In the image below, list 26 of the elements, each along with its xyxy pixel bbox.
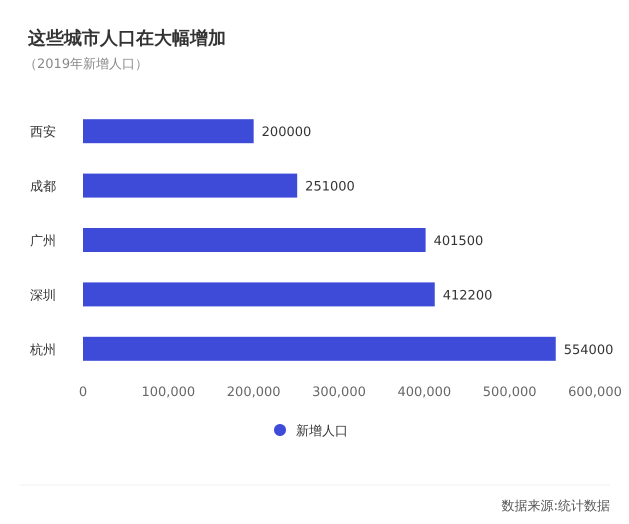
data-label: 251000 xyxy=(305,180,355,195)
x-tick-label: 0 xyxy=(78,385,88,400)
y-tick-label: 广州 xyxy=(30,234,56,249)
data-label: 200000 xyxy=(262,125,312,140)
x-tick-label: 600,000 xyxy=(568,385,622,400)
y-tick-label: 西安 xyxy=(30,124,56,140)
bar xyxy=(83,336,556,361)
source-note: 数据来源:统计数据 xyxy=(502,499,610,514)
x-tick-label: 200,000 xyxy=(226,385,281,400)
chart-subtitle: （2019年新增人口） xyxy=(24,57,148,72)
x-tick-label: 300,000 xyxy=(312,385,366,400)
data-label: 412200 xyxy=(442,288,492,304)
y-tick-label: 成都 xyxy=(30,180,56,195)
bar xyxy=(83,282,435,306)
bar xyxy=(83,119,254,144)
legend-label: 新增人口 xyxy=(296,424,348,439)
y-tick-label: 杭州 xyxy=(29,342,56,358)
chart-title: 这些城市人口在大幅增加 xyxy=(27,28,226,49)
data-label: 401500 xyxy=(434,234,484,249)
bar xyxy=(83,174,298,198)
bar xyxy=(83,228,426,252)
y-tick-label: 深圳 xyxy=(30,288,56,304)
x-tick-label: 100,000 xyxy=(141,385,196,400)
x-tick-label: 400,000 xyxy=(397,385,452,400)
x-tick-label: 500,000 xyxy=(482,385,537,400)
data-label: 554000 xyxy=(564,342,614,358)
